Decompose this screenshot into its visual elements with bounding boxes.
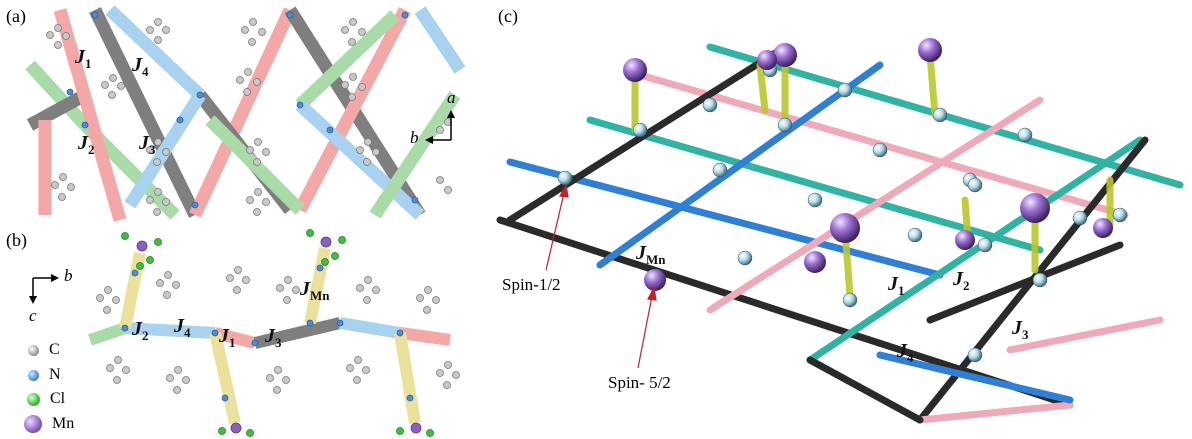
legend-item-c: C — [28, 341, 60, 359]
axis-label-b: b — [64, 266, 73, 285]
carbon-atoms — [46, 18, 452, 216]
panel-a: (a) J1 J4 J2 J3 a b — [0, 0, 465, 225]
j2-band — [89, 7, 201, 218]
panel-label-a: (a) — [6, 6, 26, 26]
axis-label-a: a — [447, 88, 456, 107]
panel-label-c: (c) — [498, 6, 518, 26]
j3-band — [295, 10, 400, 110]
nitrogen-atoms — [66, 11, 419, 209]
spin-five-half-label: Spin- 5/2 — [608, 373, 671, 392]
j1-label-c: J1 — [888, 273, 905, 298]
j4-label-a: J4 — [132, 54, 149, 79]
j4-label-c: J4 — [897, 340, 914, 365]
manganese-atom-icon — [24, 415, 42, 433]
j1-label-b: J1 — [219, 325, 236, 350]
axis-label-b-a: b — [410, 128, 419, 147]
jmn-label-b: JMn — [300, 278, 330, 303]
panel-b-structure — [29, 229, 460, 437]
spin-half-label: Spin-1/2 — [502, 275, 561, 294]
j4-label-b: J4 — [174, 315, 191, 340]
j3-label-b: J3 — [265, 325, 282, 350]
j1-label-a: J1 — [75, 46, 92, 71]
panel-b: (b) b c J2 J4 J1 J3 JMn C N Cl Mn — [0, 228, 465, 439]
axis-arrows-a — [425, 110, 455, 144]
j4-band — [295, 100, 425, 220]
panel-label-b: (b) — [6, 230, 27, 250]
j3-band — [369, 91, 461, 219]
carbon-atom-icon — [28, 344, 39, 356]
j2-label-a: J2 — [78, 132, 95, 157]
j1-band — [189, 7, 296, 218]
panel-c: (c) Spin-1/2 Spin- 5/2 JMn J1 J2 J3 J4 — [480, 0, 1192, 439]
chlorine-atom-icon — [27, 392, 40, 406]
jmn-label-c: JMn — [636, 242, 666, 267]
j3-band — [25, 60, 90, 130]
j2-label-b: J2 — [132, 318, 149, 343]
j3-label-a: J3 — [139, 132, 156, 157]
lattice-3d — [496, 38, 1184, 424]
legend-item-n: N — [28, 366, 61, 384]
j4-band — [414, 6, 465, 74]
legend-item-mn: Mn — [24, 415, 74, 433]
j3-label-c: J3 — [1012, 317, 1029, 342]
j1-band — [294, 6, 411, 214]
legend-item-cl: Cl — [27, 390, 65, 408]
j2-label-c: J2 — [953, 268, 970, 293]
nitrogen-atom-icon — [28, 369, 39, 381]
axis-label-c-b: c — [29, 306, 37, 325]
j4-band — [105, 5, 205, 100]
j1-band — [53, 8, 127, 222]
panel-a-structure — [25, 5, 465, 222]
